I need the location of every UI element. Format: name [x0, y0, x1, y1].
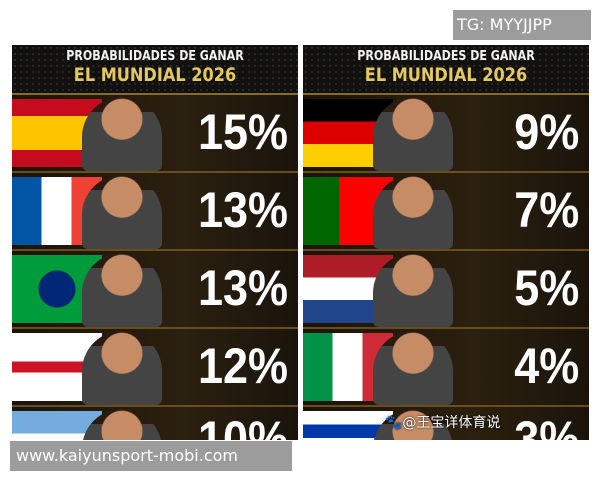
player-photo [373, 97, 453, 171]
panel-header: PROBABILIDADES DE GANAR EL MUNDIAL 2026 [12, 45, 298, 95]
site-watermark: www.kaiyunsport-mobi.com [10, 441, 292, 471]
team-row: 13% [12, 173, 298, 251]
probability-value: 7% [513, 182, 579, 238]
header-line2: EL MUNDIAL 2026 [364, 64, 528, 86]
probability-value: 9% [513, 104, 579, 160]
player-photo [82, 253, 162, 327]
player-photo [82, 331, 162, 405]
player-photo [82, 175, 162, 249]
probability-value: 13% [197, 260, 288, 316]
right-panel: PROBABILIDADES DE GANAR EL MUNDIAL 2026 … [303, 45, 589, 440]
team-row: 5% [303, 251, 589, 329]
team-row: 10% [12, 407, 298, 440]
header-line1: PROBABILIDADES DE GANAR [357, 49, 535, 64]
probability-value: 10% [197, 411, 288, 440]
team-row: 9% [303, 95, 589, 173]
probability-value: 13% [197, 182, 288, 238]
player-photo [82, 97, 162, 171]
team-row: 4% [303, 329, 589, 407]
left-panel: PROBABILIDADES DE GANAR EL MUNDIAL 2026 … [12, 45, 298, 440]
probability-value: 12% [197, 338, 288, 394]
weibo-watermark: 🐾@王宝详体育说 [385, 415, 501, 431]
team-row: 7% [303, 173, 589, 251]
telegram-watermark: TG: MYYJJPP [453, 10, 591, 40]
panel-header: PROBABILIDADES DE GANAR EL MUNDIAL 2026 [303, 45, 589, 95]
player-photo [373, 253, 453, 327]
player-photo [373, 331, 453, 405]
team-row: 15% [12, 95, 298, 173]
team-row: 12% [12, 329, 298, 407]
probability-value: 4% [513, 338, 579, 394]
player-photo [373, 175, 453, 249]
header-line1: PROBABILIDADES DE GANAR [66, 49, 244, 64]
probability-value: 5% [513, 260, 579, 316]
probability-value: 3% [513, 411, 579, 440]
header-line2: EL MUNDIAL 2026 [73, 64, 237, 86]
probability-value: 15% [197, 104, 288, 160]
team-row: 3% [303, 407, 589, 440]
team-row: 13% [12, 251, 298, 329]
